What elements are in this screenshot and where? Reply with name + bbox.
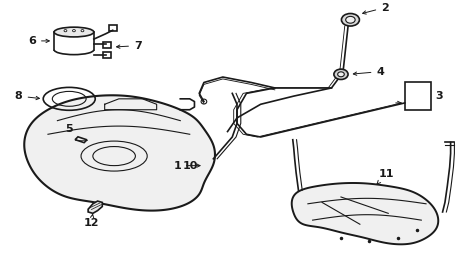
Text: 10: 10 bbox=[182, 161, 198, 171]
Polygon shape bbox=[88, 201, 102, 213]
Bar bbox=[75, 137, 87, 143]
Text: 2: 2 bbox=[363, 2, 389, 14]
Text: 12: 12 bbox=[83, 214, 99, 228]
Polygon shape bbox=[24, 95, 215, 211]
Ellipse shape bbox=[346, 16, 355, 23]
Ellipse shape bbox=[54, 27, 94, 37]
Ellipse shape bbox=[337, 72, 344, 77]
Bar bbox=[103, 42, 111, 48]
Text: 7: 7 bbox=[117, 41, 142, 51]
Bar bbox=[405, 82, 431, 110]
Text: 5: 5 bbox=[65, 124, 73, 134]
Text: 11: 11 bbox=[377, 169, 394, 184]
Text: 3: 3 bbox=[436, 91, 443, 101]
Text: 6: 6 bbox=[28, 36, 49, 46]
Polygon shape bbox=[292, 183, 438, 244]
Ellipse shape bbox=[341, 13, 359, 26]
Text: 1: 1 bbox=[173, 161, 200, 171]
Bar bbox=[109, 25, 118, 31]
Text: 8: 8 bbox=[15, 91, 39, 101]
Ellipse shape bbox=[81, 30, 84, 32]
Bar bbox=[103, 52, 111, 58]
Ellipse shape bbox=[64, 30, 67, 32]
Text: 4: 4 bbox=[353, 67, 384, 76]
Ellipse shape bbox=[334, 69, 348, 79]
Ellipse shape bbox=[73, 30, 75, 32]
